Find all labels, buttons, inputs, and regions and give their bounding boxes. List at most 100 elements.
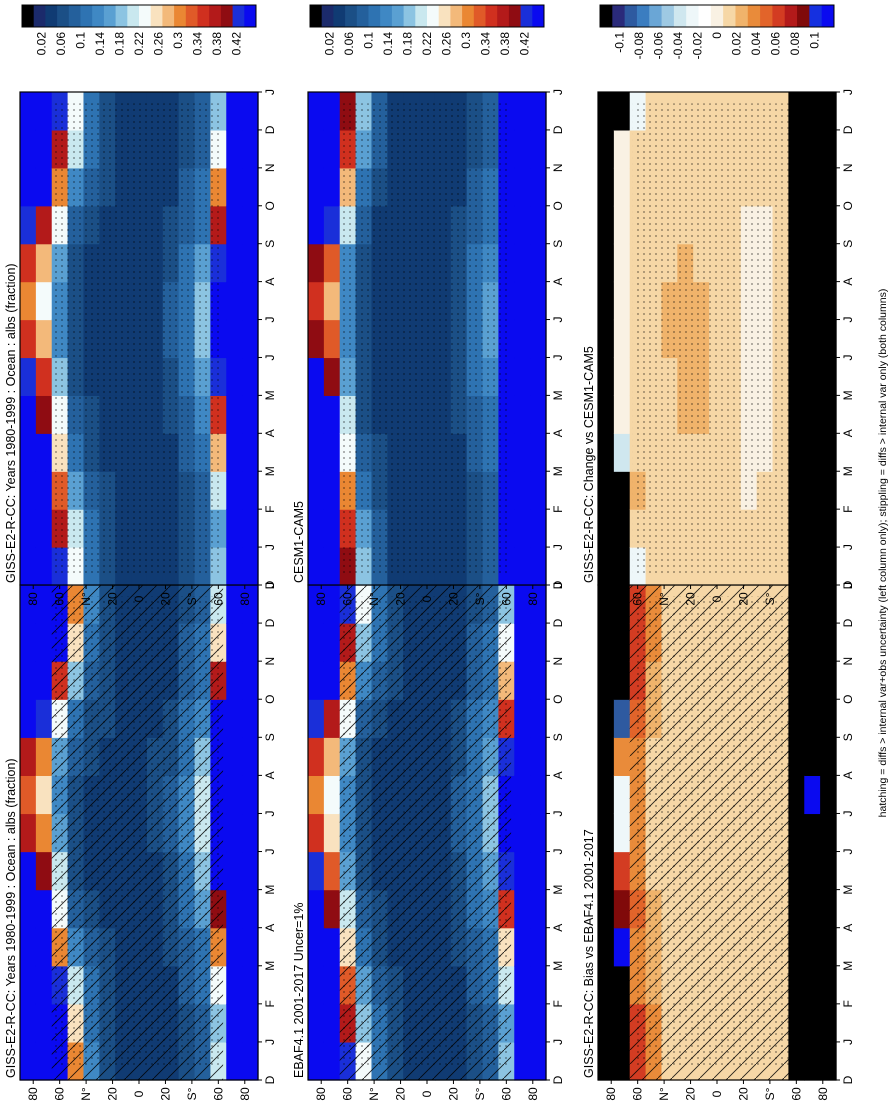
heatmap-cell: [20, 433, 37, 472]
lat-tick-label: 0: [132, 595, 146, 602]
heatmap-cell: [35, 851, 53, 891]
month-tick-label: S: [551, 733, 565, 741]
heatmap-cell: [242, 1041, 259, 1081]
heatmap-cell: [804, 775, 821, 815]
lat-tick-label: 60: [341, 592, 355, 606]
colorbar-swatch: [797, 5, 810, 27]
heatmap-cell: [820, 661, 837, 700]
heatmap-cell: [613, 623, 631, 662]
heatmap-cell: [20, 699, 37, 738]
heatmap-cell: [530, 281, 547, 321]
heatmap-cell: [323, 395, 341, 434]
heatmap-cell: [308, 243, 325, 283]
lat-tick-label: 0: [710, 595, 724, 602]
heatmap-cell: [514, 167, 531, 207]
heatmap-cell: [323, 167, 341, 207]
heatmap-cell: [804, 965, 821, 1005]
heatmap-cell: [242, 623, 259, 662]
heatmap-cell: [820, 775, 837, 815]
panel-title: GISS-E2-R-CC: Change vs CESM1-CAM5: [582, 346, 596, 583]
heatmap-cell: [308, 965, 325, 1005]
heatmap-cell: [35, 623, 53, 662]
stippling-overlay: [632, 596, 800, 1069]
colorbar-swatch: [473, 5, 486, 27]
heatmap-cell: [613, 889, 631, 929]
month-tick-label: O: [263, 695, 277, 704]
heatmap-cell: [226, 205, 243, 245]
heatmap-cell: [35, 775, 53, 815]
lat-tick-label: 80: [526, 592, 540, 606]
heatmap-cell: [226, 547, 243, 586]
colorbar-swatch: [310, 5, 323, 27]
heatmap-cell: [514, 737, 531, 776]
heatmap-cell: [613, 319, 631, 359]
colorbar-frame: [599, 4, 835, 28]
month-tick-label: F: [841, 1000, 855, 1007]
heatmap-cell: [514, 851, 531, 891]
heatmap-cell: [20, 395, 37, 434]
month-tick-label: J: [551, 89, 565, 95]
heatmap-cell: [35, 509, 53, 548]
heatmap-cell: [613, 737, 631, 776]
heatmap-cell: [323, 775, 341, 815]
heatmap-cell: [323, 889, 341, 929]
heatmap-cell: [514, 243, 531, 283]
heatmap-cell: [820, 471, 837, 510]
heatmap-cell: [598, 129, 615, 169]
heatmap-cell: [20, 661, 37, 700]
heatmap-cell: [613, 1003, 631, 1043]
heatmap-cell: [35, 965, 53, 1005]
heatmap-cell: [514, 509, 531, 548]
colorbar-swatch: [345, 5, 358, 27]
lat-tick-label: 80: [604, 1087, 618, 1101]
heatmap-cell: [308, 281, 325, 321]
heatmap-cell: [514, 471, 531, 510]
colorbar-swatch: [520, 5, 533, 27]
month-tick-label: M: [551, 885, 565, 895]
colorbar-tick-label: 0.04: [749, 32, 763, 56]
heatmap-cell: [804, 281, 821, 321]
month-tick-label: J: [841, 1039, 855, 1045]
colorbar-tick-label: -0.02: [691, 32, 705, 60]
heatmap-cell: [820, 889, 837, 929]
heatmap-cell: [598, 205, 615, 245]
colorbar-swatch: [636, 5, 650, 27]
lat-tick-label: N°: [79, 1087, 93, 1101]
lat-tick-label: 80: [26, 1087, 40, 1101]
colorbar-tick-label: 0.14: [381, 32, 395, 56]
heatmap-cell: [323, 1041, 341, 1081]
colorbar-swatch: [22, 5, 35, 27]
heatmap-cell: [323, 927, 341, 967]
heatmap-cell: [820, 547, 837, 586]
month-tick-label: J: [263, 810, 277, 816]
colorbar-swatch: [115, 5, 128, 27]
heatmap-cell: [530, 167, 547, 207]
heatmap-cell: [598, 395, 615, 434]
heatmap-cell: [820, 129, 837, 169]
heatmap-cell: [20, 357, 37, 396]
heatmap-cell: [20, 1003, 37, 1043]
lat-tick-label: 20: [394, 1087, 408, 1101]
heatmap-cell: [35, 813, 53, 853]
heatmap-cell: [598, 1041, 615, 1081]
colorbar-swatch: [209, 5, 222, 27]
heatmap-cell: [323, 699, 341, 738]
colorbar-tick-label: -0.08: [632, 32, 646, 60]
heatmap-cell: [613, 205, 631, 245]
heatmap-cell: [226, 129, 243, 169]
heatmap-cell: [598, 813, 615, 853]
heatmap-cell: [514, 281, 531, 321]
heatmap-cell: [308, 813, 325, 853]
month-tick-label: S: [263, 733, 277, 741]
heatmap-cell: [530, 661, 547, 700]
heatmap-cell: [323, 585, 341, 624]
heatmap-cell: [514, 661, 531, 700]
month-tick-label: A: [551, 924, 565, 932]
heatmap-cell: [35, 471, 53, 510]
month-tick-label: J: [551, 849, 565, 855]
heatmap-cell: [308, 1003, 325, 1043]
month-tick-label: O: [551, 201, 565, 210]
heatmap-cell: [804, 471, 821, 510]
heatmap-cell: [242, 471, 259, 510]
heatmap-cell: [804, 1041, 821, 1081]
